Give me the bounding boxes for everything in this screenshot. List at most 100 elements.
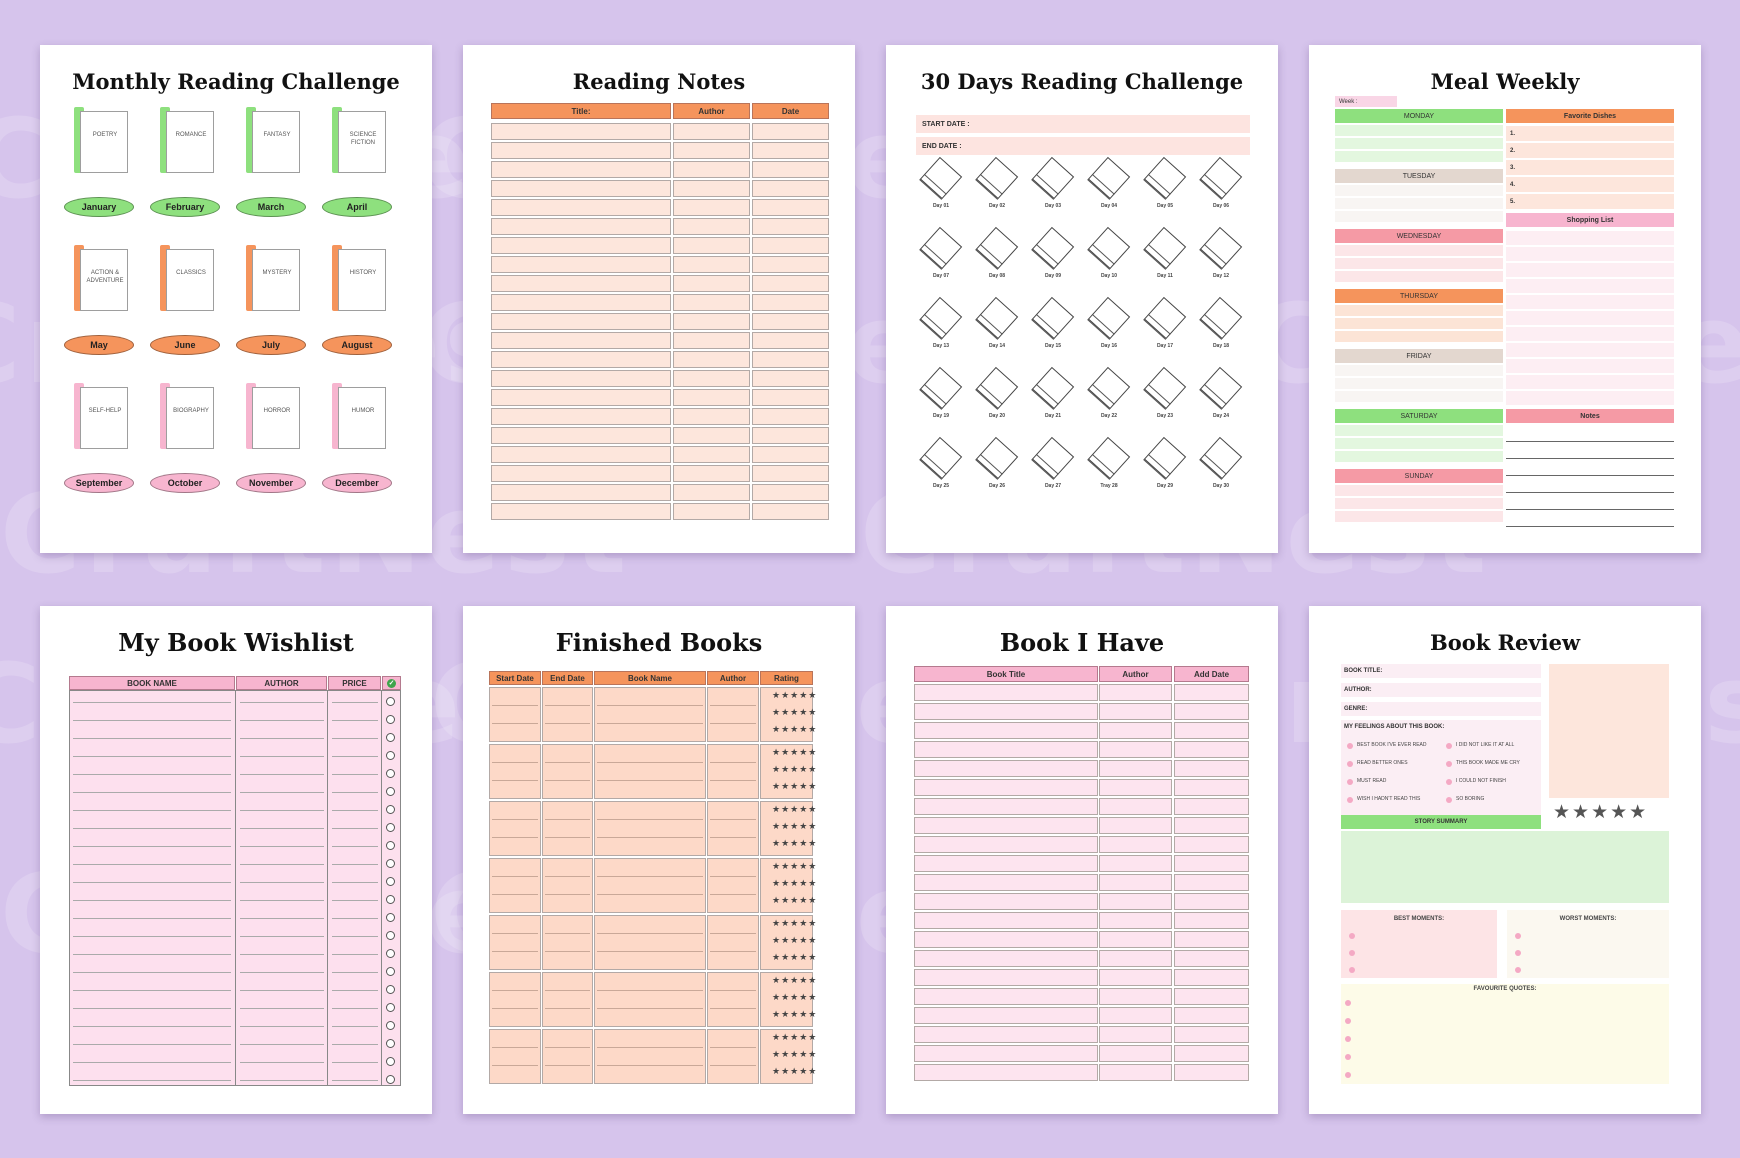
table-cell[interactable] xyxy=(707,858,759,913)
rating-stars[interactable]: ★★★★★ xyxy=(772,1009,818,1019)
table-cell[interactable] xyxy=(752,199,829,216)
month-label[interactable]: March xyxy=(236,197,306,217)
genre-book[interactable]: HISTORY xyxy=(330,245,386,311)
rating-stars[interactable]: ★★★★★ xyxy=(772,1066,818,1076)
shopping-line[interactable] xyxy=(1506,263,1674,277)
table-cell[interactable] xyxy=(673,180,750,197)
table-cell[interactable] xyxy=(760,915,813,970)
table-cell[interactable] xyxy=(594,1029,706,1084)
best-moments-box[interactable] xyxy=(1341,910,1497,978)
wishlist-line[interactable] xyxy=(73,1026,231,1027)
table-cell[interactable] xyxy=(594,915,706,970)
rating-stars[interactable]: ★★★★★ xyxy=(772,878,818,888)
table-cell[interactable] xyxy=(1174,950,1249,967)
feeling-radio[interactable] xyxy=(1446,761,1452,767)
wishlist-checkbox[interactable] xyxy=(386,1021,395,1030)
table-cell[interactable] xyxy=(489,858,541,913)
table-cell[interactable] xyxy=(489,972,541,1027)
table-cell[interactable] xyxy=(760,858,813,913)
day-box[interactable]: Day 14 xyxy=(975,296,1019,349)
table-cell[interactable] xyxy=(491,275,671,292)
wishlist-line[interactable] xyxy=(73,864,231,865)
table-cell[interactable] xyxy=(752,142,829,159)
wishlist-line[interactable] xyxy=(73,702,231,703)
table-cell[interactable] xyxy=(673,503,750,520)
favorite-dish-row[interactable]: 2. xyxy=(1506,143,1674,158)
wishlist-line[interactable] xyxy=(332,1044,378,1045)
genre-book[interactable]: FANTASY xyxy=(244,107,300,173)
notes-line[interactable] xyxy=(1506,458,1674,459)
wishlist-line[interactable] xyxy=(332,846,378,847)
wishlist-line[interactable] xyxy=(332,900,378,901)
rating-stars[interactable]: ★★★★★ xyxy=(772,952,818,962)
table-cell[interactable] xyxy=(673,389,750,406)
day-box[interactable]: Day 04 xyxy=(1087,156,1131,209)
wishlist-line[interactable] xyxy=(73,756,231,757)
table-cell[interactable] xyxy=(1174,1026,1249,1043)
favorite-dish-row[interactable]: 3. xyxy=(1506,160,1674,175)
wishlist-line[interactable] xyxy=(332,774,378,775)
wishlist-line[interactable] xyxy=(73,828,231,829)
day-box[interactable]: Day 15 xyxy=(1031,296,1075,349)
table-cell[interactable] xyxy=(914,760,1098,777)
table-cell[interactable] xyxy=(491,180,671,197)
meal-line[interactable] xyxy=(1335,305,1503,316)
wishlist-line[interactable] xyxy=(73,1044,231,1045)
table-cell[interactable] xyxy=(1174,817,1249,834)
feeling-radio[interactable] xyxy=(1347,743,1353,749)
meal-line[interactable] xyxy=(1335,451,1503,462)
day-box[interactable]: Day 19 xyxy=(919,366,963,419)
table-cell[interactable] xyxy=(914,874,1098,891)
table-cell[interactable] xyxy=(707,915,759,970)
wishlist-checkbox[interactable] xyxy=(386,841,395,850)
table-cell[interactable] xyxy=(1099,779,1172,796)
day-box[interactable]: Day 30 xyxy=(1199,436,1243,489)
table-cell[interactable] xyxy=(1099,817,1172,834)
table-cell[interactable] xyxy=(760,801,813,856)
month-label[interactable]: August xyxy=(322,335,392,355)
table-cell[interactable] xyxy=(489,744,541,799)
day-box[interactable]: Day 07 xyxy=(919,226,963,279)
wishlist-line[interactable] xyxy=(240,918,324,919)
wishlist-checkbox[interactable] xyxy=(386,1057,395,1066)
notes-line[interactable] xyxy=(1506,526,1674,527)
day-box[interactable]: Day 10 xyxy=(1087,226,1131,279)
wishlist-line[interactable] xyxy=(73,1008,231,1009)
wishlist-line[interactable] xyxy=(240,774,324,775)
wishlist-line[interactable] xyxy=(332,1062,378,1063)
meal-line[interactable] xyxy=(1335,271,1503,282)
table-cell[interactable] xyxy=(760,744,813,799)
month-label[interactable]: January xyxy=(64,197,134,217)
table-cell[interactable] xyxy=(542,858,593,913)
table-cell[interactable] xyxy=(673,446,750,463)
wishlist-line[interactable] xyxy=(73,738,231,739)
rating-stars[interactable]: ★★★★★ xyxy=(772,1032,818,1042)
table-cell[interactable] xyxy=(1174,893,1249,910)
worst-moments-box[interactable] xyxy=(1507,910,1669,978)
wishlist-line[interactable] xyxy=(240,1044,324,1045)
table-cell[interactable] xyxy=(1174,798,1249,815)
table-cell[interactable] xyxy=(1099,760,1172,777)
day-box[interactable]: Day 17 xyxy=(1143,296,1187,349)
day-box[interactable]: Day 22 xyxy=(1087,366,1131,419)
table-cell[interactable] xyxy=(673,275,750,292)
genre-book[interactable]: ROMANCE xyxy=(158,107,214,173)
table-cell[interactable] xyxy=(594,972,706,1027)
feeling-radio[interactable] xyxy=(1347,779,1353,785)
month-label[interactable]: September xyxy=(64,473,134,493)
wishlist-line[interactable] xyxy=(240,882,324,883)
day-box[interactable]: Day 08 xyxy=(975,226,1019,279)
genre-book[interactable]: HUMOR xyxy=(330,383,386,449)
table-cell[interactable] xyxy=(673,294,750,311)
wishlist-checkbox[interactable] xyxy=(386,1075,395,1084)
wishlist-line[interactable] xyxy=(332,828,378,829)
table-cell[interactable] xyxy=(1099,684,1172,701)
month-label[interactable]: June xyxy=(150,335,220,355)
shopping-line[interactable] xyxy=(1506,359,1674,373)
rating-stars[interactable]: ★★★★★ xyxy=(772,975,818,985)
table-cell[interactable] xyxy=(1099,1064,1172,1081)
table-cell[interactable] xyxy=(673,465,750,482)
table-cell[interactable] xyxy=(752,389,829,406)
wishlist-line[interactable] xyxy=(73,900,231,901)
meal-line[interactable] xyxy=(1335,425,1503,436)
